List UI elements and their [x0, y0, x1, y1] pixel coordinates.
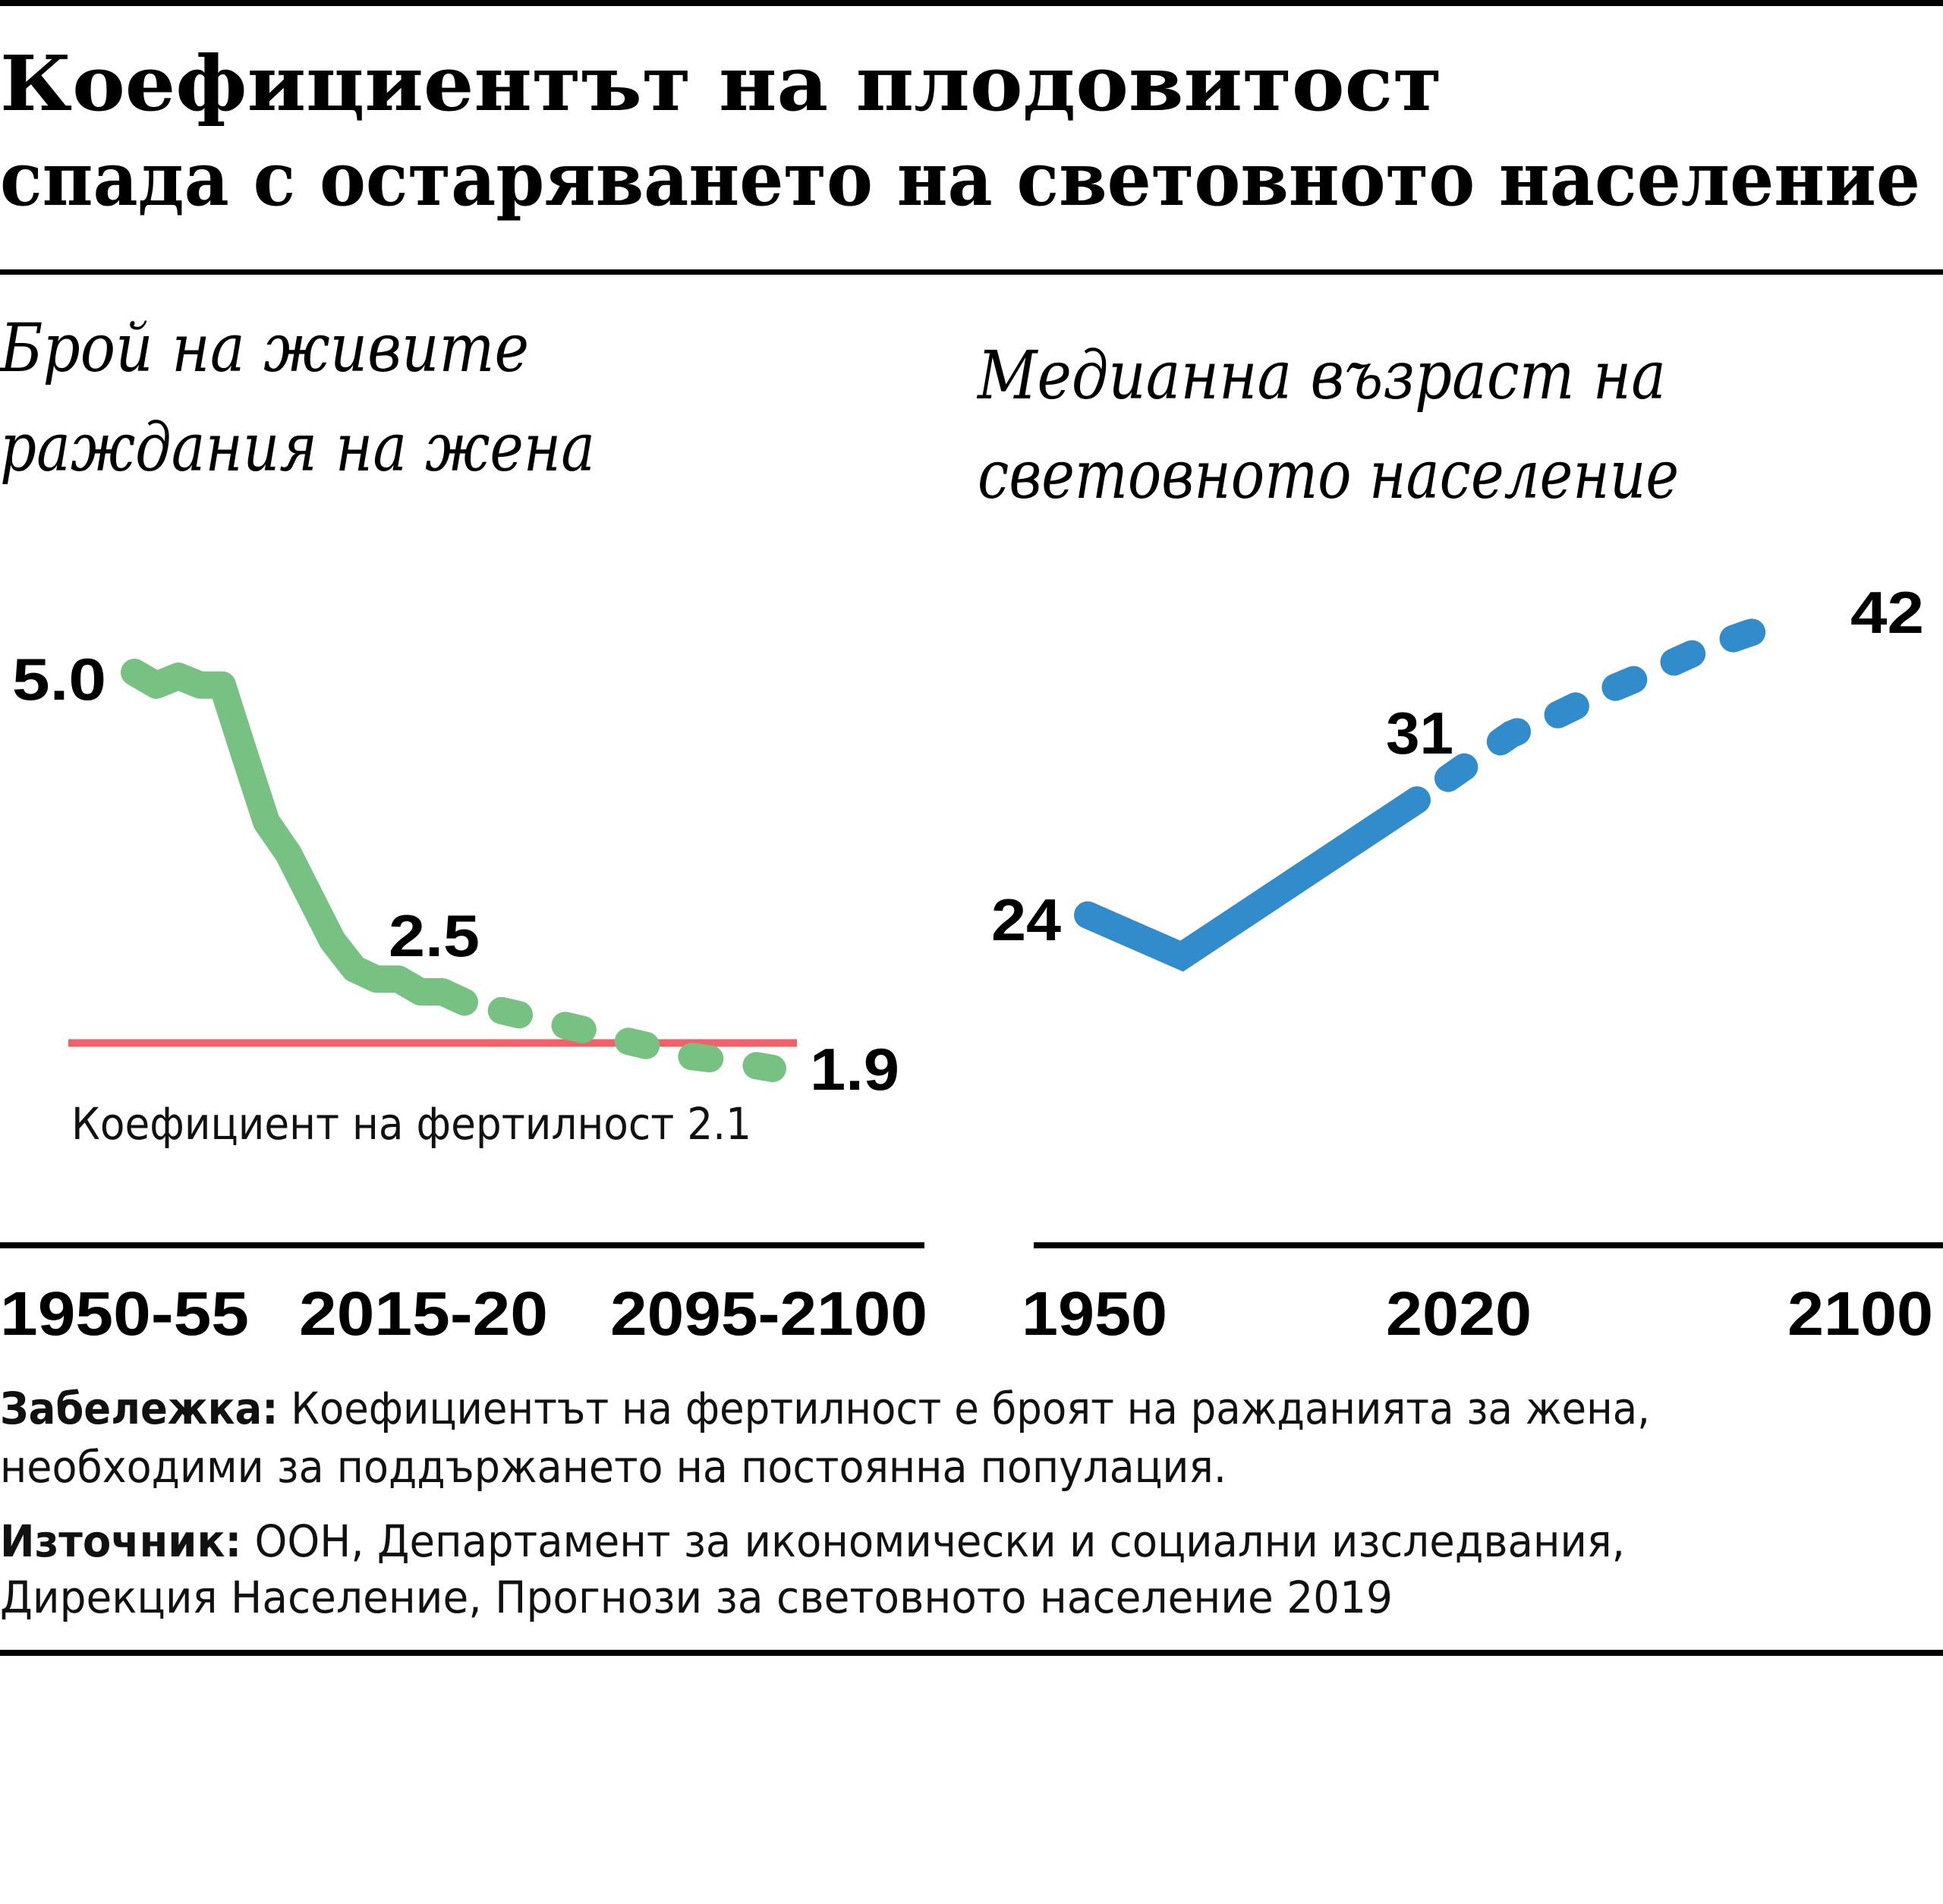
fertility-chart-title-line-1: Брой на живите: [0, 309, 529, 387]
note-line-1: Забележка: Коефициентът на фертилност е …: [0, 1383, 1650, 1434]
x-tick-2020: 2020: [1386, 1279, 1532, 1349]
top-rule: [0, 0, 1943, 6]
header-rule: [0, 269, 1943, 275]
source-line-2: Дирекция Население, Прогнози за световно…: [0, 1572, 1393, 1623]
bottom-rule: [0, 1650, 1943, 1656]
note-label: Забележка:: [0, 1383, 278, 1434]
fertility-x-axis: [0, 1242, 924, 1248]
median-age-chart: [1074, 606, 1807, 972]
median-age-historical-line: [1074, 786, 1431, 972]
reference-line-label: Коефициент на фертилност 2.1: [71, 1098, 751, 1150]
median-age-chart-title-line-2: световното население: [978, 436, 1679, 514]
page-subtitle: спада с остаряването на световното насел…: [0, 136, 1920, 223]
median-age-x-axis: [1034, 1242, 1943, 1248]
x-tick-2095-2100: 2095-2100: [610, 1279, 927, 1349]
fertility-historical-line: [121, 659, 478, 1016]
data-label-24: 24: [991, 886, 1061, 953]
source-text: ООН, Департамент за икономически и социа…: [241, 1515, 1625, 1567]
fertility-projection-line: [451, 988, 786, 1082]
source-line-1: Източник: ООН, Департамент за икономичес…: [0, 1515, 1625, 1567]
median-age-chart-title-line-1: Медианна възраст на: [976, 336, 1666, 414]
x-tick-2100: 2100: [1787, 1279, 1933, 1349]
note-line-2: необходими за поддържането на постоянна …: [0, 1441, 1227, 1493]
x-tick-1950-55: 1950-55: [0, 1279, 249, 1349]
data-label-5-0: 5.0: [12, 646, 106, 713]
source-label: Източник:: [0, 1515, 241, 1567]
fertility-chart: [68, 659, 797, 1082]
data-label-42: 42: [1850, 579, 1924, 646]
fertility-chart-title-line-2: раждания на жена: [0, 408, 595, 486]
data-label-1-9: 1.9: [810, 1036, 899, 1103]
x-tick-2015-20: 2015-20: [299, 1279, 548, 1349]
data-label-2-5: 2.5: [389, 902, 480, 969]
x-tick-1950: 1950: [1022, 1279, 1167, 1349]
data-label-31: 31: [1386, 700, 1453, 766]
note-text: Коефициентът на фертилност е броят на ра…: [278, 1383, 1650, 1434]
page-title: Коефициентът на плодовитост: [0, 39, 1442, 128]
median-age-projection-line: [1403, 606, 1807, 814]
